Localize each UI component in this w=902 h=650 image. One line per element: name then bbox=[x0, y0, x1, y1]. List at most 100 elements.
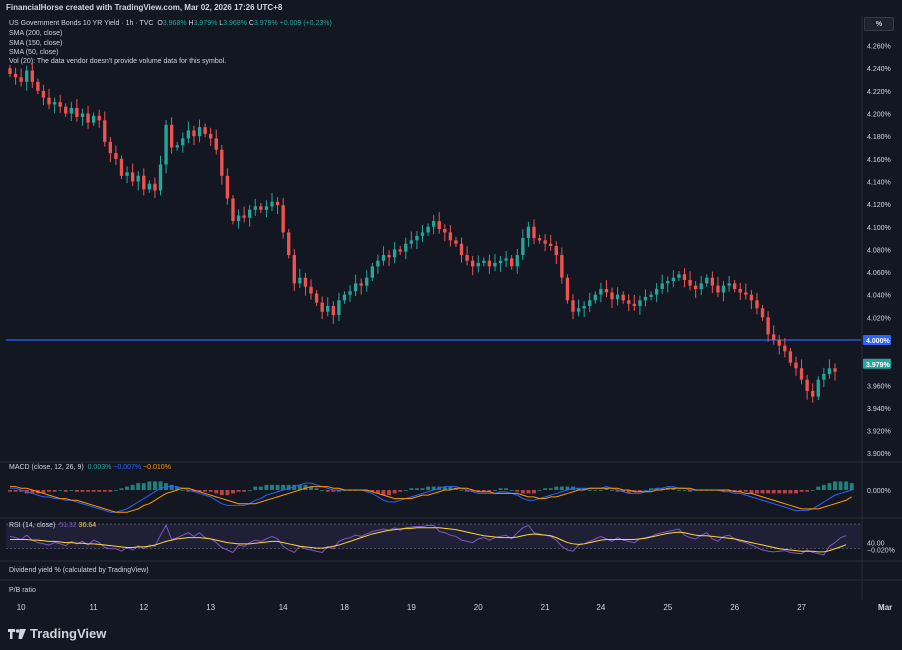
macd-histogram-bar bbox=[242, 490, 247, 492]
candle-body bbox=[465, 255, 469, 261]
candle-body bbox=[153, 183, 157, 191]
candle-body bbox=[738, 289, 742, 293]
candle-body bbox=[493, 262, 497, 267]
macd-histogram-bar bbox=[292, 484, 297, 490]
macd-histogram-bar bbox=[392, 490, 397, 494]
candle-body bbox=[688, 279, 692, 286]
macd-histogram-bar bbox=[610, 490, 614, 491]
sma150-legend[interactable]: SMA (150, close) bbox=[9, 40, 63, 47]
hline-price-label: 4.000% bbox=[866, 338, 891, 345]
candle-body bbox=[571, 300, 575, 312]
candle-body bbox=[275, 201, 280, 206]
low-label: L bbox=[219, 20, 224, 27]
candle-body bbox=[119, 158, 124, 176]
candle-body bbox=[91, 115, 96, 123]
candle-body bbox=[777, 339, 781, 346]
candle-body bbox=[303, 277, 308, 287]
rsi-legend[interactable]: RSI (14, close) 51.32 36.64 bbox=[9, 522, 96, 529]
macd-histogram-bar bbox=[637, 490, 642, 492]
macd-histogram-bar bbox=[442, 486, 447, 490]
candle-body bbox=[560, 255, 564, 278]
candle-body bbox=[158, 164, 163, 191]
candle-body bbox=[231, 198, 235, 222]
x-tick-label: Mar bbox=[878, 603, 893, 612]
macd-histogram-bar bbox=[548, 488, 553, 490]
macd-histogram-bar bbox=[158, 481, 163, 490]
macd-histogram-bar bbox=[833, 481, 837, 490]
candle-body bbox=[599, 289, 603, 295]
macd-histogram-bar bbox=[214, 490, 219, 494]
macd-histogram-bar bbox=[504, 488, 509, 490]
macd-histogram-bar bbox=[175, 486, 180, 490]
high-label: H bbox=[188, 20, 194, 27]
macd-histogram-bar bbox=[788, 490, 793, 494]
macd-histogram-bar bbox=[325, 490, 330, 492]
candle-body bbox=[331, 306, 335, 316]
macd-histogram-bar bbox=[515, 490, 520, 492]
candle-body bbox=[175, 145, 179, 148]
y-tick-label: 3.960% bbox=[867, 383, 891, 390]
macd-histogram-bar bbox=[565, 486, 570, 490]
sma200-legend[interactable]: SMA (200, close) bbox=[9, 30, 63, 37]
rsi-ma-value: 36.64 bbox=[78, 522, 97, 529]
candle-body bbox=[197, 127, 202, 137]
macd-histogram-bar bbox=[47, 490, 51, 492]
macd-histogram-bar bbox=[297, 484, 302, 490]
volume-legend[interactable]: Vol (20): The data vendor doesn't provid… bbox=[9, 58, 227, 65]
candle-body bbox=[443, 229, 447, 233]
macd-histogram-bar bbox=[141, 483, 146, 490]
candle-body bbox=[755, 300, 759, 309]
candle-body bbox=[727, 283, 731, 286]
macd-histogram-bar bbox=[821, 484, 826, 490]
macd-histogram-bar bbox=[481, 490, 486, 492]
chart-area[interactable]: 4.260% 4.240% 4.220% 4.200% 4.180% 4.160% 4.14… bbox=[0, 16, 902, 600]
macd-histogram-bar bbox=[370, 490, 375, 492]
candle-body bbox=[365, 277, 369, 286]
candle-body bbox=[287, 232, 291, 256]
candle-body bbox=[805, 379, 809, 391]
hline-price-tag bbox=[863, 334, 891, 345]
y-tick-label: 4.120% bbox=[867, 202, 891, 209]
macd-histogram-bar bbox=[125, 486, 130, 490]
sma50-legend[interactable]: SMA (50, close) bbox=[9, 49, 59, 56]
macd-legend[interactable]: MACD (close, 12, 26, 9) 0.003% −0.007% −… bbox=[9, 464, 171, 471]
macd-histogram-bar bbox=[69, 490, 74, 491]
macd-histogram-bar bbox=[743, 490, 748, 492]
candle-body bbox=[348, 291, 352, 295]
macd-histogram-bar bbox=[264, 484, 269, 490]
candle-body bbox=[827, 368, 832, 374]
macd-histogram-bar bbox=[375, 490, 380, 494]
price-chart[interactable]: 4.260% 4.240% 4.220% 4.200% 4.180% 4.160% 4.14… bbox=[0, 16, 902, 600]
candle-body bbox=[25, 70, 29, 82]
candle-body bbox=[75, 107, 79, 117]
macd-histogram-bar bbox=[593, 490, 598, 491]
candle-body bbox=[459, 243, 464, 256]
macd-histogram-bar bbox=[520, 490, 525, 494]
candle-body bbox=[114, 153, 118, 159]
macd-histogram-bar bbox=[147, 481, 152, 490]
time-axis[interactable]: 10111213141819202124252627Mar3 bbox=[0, 600, 902, 616]
macd-histogram-bar bbox=[799, 490, 804, 492]
macd-histogram-bar bbox=[281, 484, 286, 490]
pb-legend[interactable]: P/B ratio bbox=[9, 587, 36, 594]
macd-label: MACD (close, 12, 26, 9) bbox=[9, 464, 84, 471]
macd-histogram-bar bbox=[52, 490, 57, 492]
macd-zero-label: 0.000% bbox=[867, 488, 891, 495]
macd-histogram-bar bbox=[526, 490, 531, 494]
dividend-legend[interactable]: Dividend yield % (calculated by TradingV… bbox=[9, 567, 149, 574]
candle-body bbox=[576, 308, 581, 312]
macd-histogram-bar bbox=[532, 490, 536, 494]
y-tick-label: 3.900% bbox=[867, 451, 891, 458]
macd-histogram-bar bbox=[732, 490, 737, 492]
candle-body bbox=[409, 240, 414, 244]
candle-body bbox=[615, 294, 620, 300]
candle-body bbox=[833, 368, 837, 372]
macd-histogram-bar bbox=[459, 490, 464, 491]
candle-body bbox=[19, 77, 23, 82]
macd-histogram-bar bbox=[236, 490, 241, 492]
macd-histogram-bar bbox=[41, 490, 46, 494]
percent-scale-button[interactable]: % bbox=[864, 17, 894, 31]
candle-body bbox=[677, 274, 681, 278]
macd-histogram-bar bbox=[80, 490, 85, 492]
macd-histogram-bar bbox=[498, 488, 503, 490]
